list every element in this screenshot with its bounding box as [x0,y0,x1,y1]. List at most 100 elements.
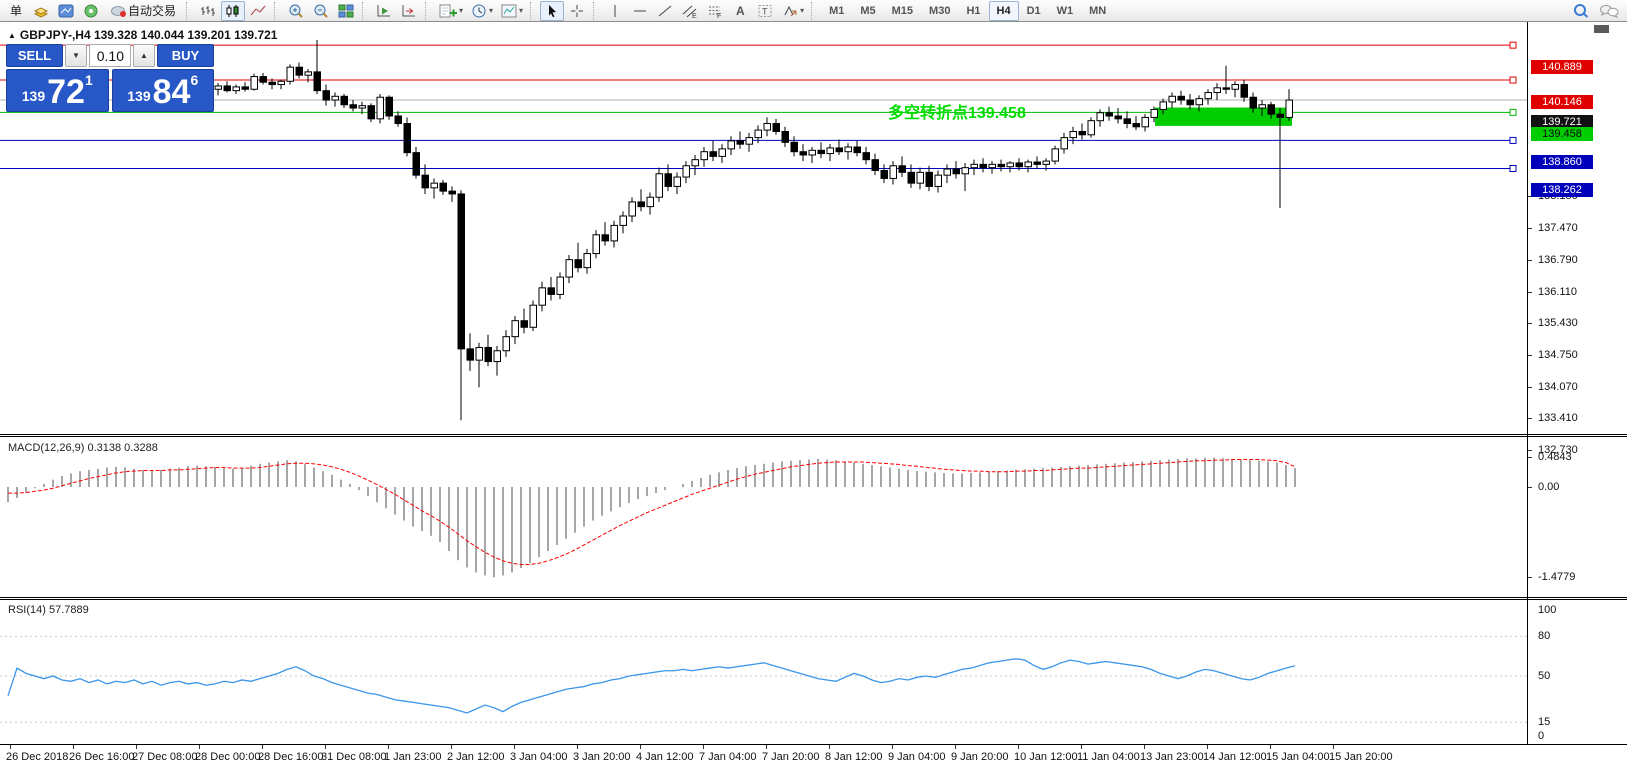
time-axis[interactable]: 26 Dec 2018 26 Dec 16:00 27 Dec 08:00 28 De… [0,744,1627,767]
time-tick-mark [1333,745,1334,749]
time-tick-mark [262,745,263,749]
chart-window: 26 Dec 2018 26 Dec 16:00 27 Dec 08:00 28 De… [0,22,1627,767]
time-tick-mark [325,745,326,749]
equidistant-channel-tool-icon[interactable]: E [678,1,702,21]
auto-scroll-icon[interactable] [372,1,396,21]
price-line-badge: 138.262 [1531,183,1593,198]
price-line-badge: 139.458 [1531,127,1593,142]
price-line-badge: 139.721 [1531,115,1593,129]
price-tick-label: 136.790 [1538,253,1578,266]
terminal-icon[interactable] [54,1,78,21]
price-tick-mark [1528,418,1532,420]
svg-text:A: A [736,4,745,18]
autotrading-button[interactable]: 自动交易 [104,1,182,21]
buy-button[interactable]: BUY [157,44,214,67]
time-tick-mark [451,745,452,749]
time-axis-label: 28 Dec 00:00 [195,751,261,763]
time-axis-label: 7 Jan 04:00 [699,751,757,763]
panel-splitter[interactable] [0,434,1627,437]
candlestick-mode-icon[interactable] [221,0,246,21]
time-axis-label: 15 Jan 04:00 [1266,751,1330,763]
zoom-out-icon[interactable] [309,1,333,21]
time-tick-mark [955,745,956,749]
price-tick-mark [1528,450,1532,452]
arrows-tool-button[interactable]: ▾ [778,1,807,21]
timeframe-h4-button[interactable]: H4 [988,0,1019,21]
timeframe-h1-button[interactable]: H1 [966,4,981,17]
timeframe-w1-button[interactable]: W1 [1056,4,1074,17]
macd-panel-canvas[interactable] [0,437,1527,597]
price-tick-label: 132.730 [1538,444,1578,457]
text-tool-icon[interactable]: A [728,1,752,21]
macd-tick-label: 0.4843 [1538,451,1572,464]
rsi-panel-canvas[interactable] [0,600,1527,744]
time-axis-label: 13 Jan 23:00 [1140,751,1204,763]
time-tick-mark [388,745,389,749]
time-tick-mark [829,745,830,749]
cursor-tool-icon[interactable] [540,0,565,21]
buy-price-tile[interactable]: 139 84 6 [111,69,214,112]
time-axis-label: 9 Jan 04:00 [888,751,946,763]
time-tick-mark [703,745,704,749]
chevron-down-icon: ▾ [519,6,524,15]
market-watch-icon[interactable] [29,1,53,21]
horizontal-line-tool-icon[interactable] [628,1,652,21]
macd-tick-mark [1528,487,1532,488]
timeframe-m5-button[interactable]: M5 [860,4,876,17]
rsi-tick-label: 50 [1538,670,1551,682]
crosshair-tool-icon[interactable] [565,1,589,21]
buy-price-big: 84 [152,73,191,111]
price-line-badge: 140.146 [1531,95,1593,110]
timeframe-m15-button[interactable]: M15 [891,4,914,17]
panel-splitter[interactable] [0,597,1627,600]
timeframe-mn-button[interactable]: MN [1089,4,1107,17]
fibonacci-tool-icon[interactable]: F [703,1,727,21]
time-tick-mark [1207,745,1208,749]
trendline-tool-icon[interactable] [653,1,677,21]
timeframe-m1-button[interactable]: M1 [829,4,845,17]
signals-icon[interactable] [79,1,103,21]
line-chart-mode-icon[interactable] [246,1,270,21]
vertical-line-tool-icon[interactable] [603,1,627,21]
timeframe-m30-button[interactable]: M30 [929,4,951,17]
price-axis-border [1527,22,1528,767]
toolbar-separator [425,1,431,20]
lot-increase-button[interactable]: ▲ [133,44,155,67]
main-chart-canvas[interactable] [0,22,1527,434]
lot-decrease-button[interactable]: ▼ [65,44,87,67]
pivot-annotation-text: 多空转折点139.458 [888,105,1026,122]
buy-price-sup: 6 [190,72,199,88]
sell-price-big: 72 [47,73,85,111]
chart-shift-icon[interactable] [397,1,421,21]
template-profile-button[interactable]: ▾ [497,1,526,21]
chart-title: ▲ GBPJPY-,H4 139.328 140.044 139.201 139.… [8,28,277,42]
price-tick-mark [1528,355,1532,357]
buy-price-prefix: 139 [127,88,151,104]
time-axis-label: 10 Jan 12:00 [1014,751,1078,763]
new-order-button[interactable]: 单 [9,4,22,18]
time-axis-label: 11 Jan 04:00 [1077,751,1140,763]
macd-tick-label: -1.4779 [1538,571,1576,584]
tile-windows-icon[interactable] [334,1,358,21]
bar-chart-mode-icon[interactable] [196,1,220,21]
time-axis-label: 8 Jan 12:00 [825,751,883,763]
toolbar-separator [530,1,536,20]
zoom-in-icon[interactable] [284,1,308,21]
text-label-tool-icon[interactable]: T [753,1,777,21]
lot-size-input[interactable] [89,44,131,67]
price-tick-label: 134.070 [1538,381,1578,394]
sell-button[interactable]: SELL [6,44,63,67]
autotrading-label: 自动交易 [128,4,177,18]
sell-price-tile[interactable]: 139 72 1 [6,69,109,112]
timeframe-d1-button[interactable]: D1 [1026,4,1041,17]
price-line-badge: 140.889 [1531,60,1593,75]
chat-icon[interactable] [1595,1,1623,21]
time-tick-mark [577,745,578,749]
search-icon[interactable] [1569,1,1595,21]
toolbar-separator [593,1,599,20]
macd-tick-mark [1528,457,1532,459]
macd-tick-mark [1528,577,1532,579]
periods-button[interactable]: ▾ [467,1,496,21]
chart-corner-button[interactable] [1594,25,1609,33]
new-chart-button[interactable]: ▾ [435,1,466,21]
